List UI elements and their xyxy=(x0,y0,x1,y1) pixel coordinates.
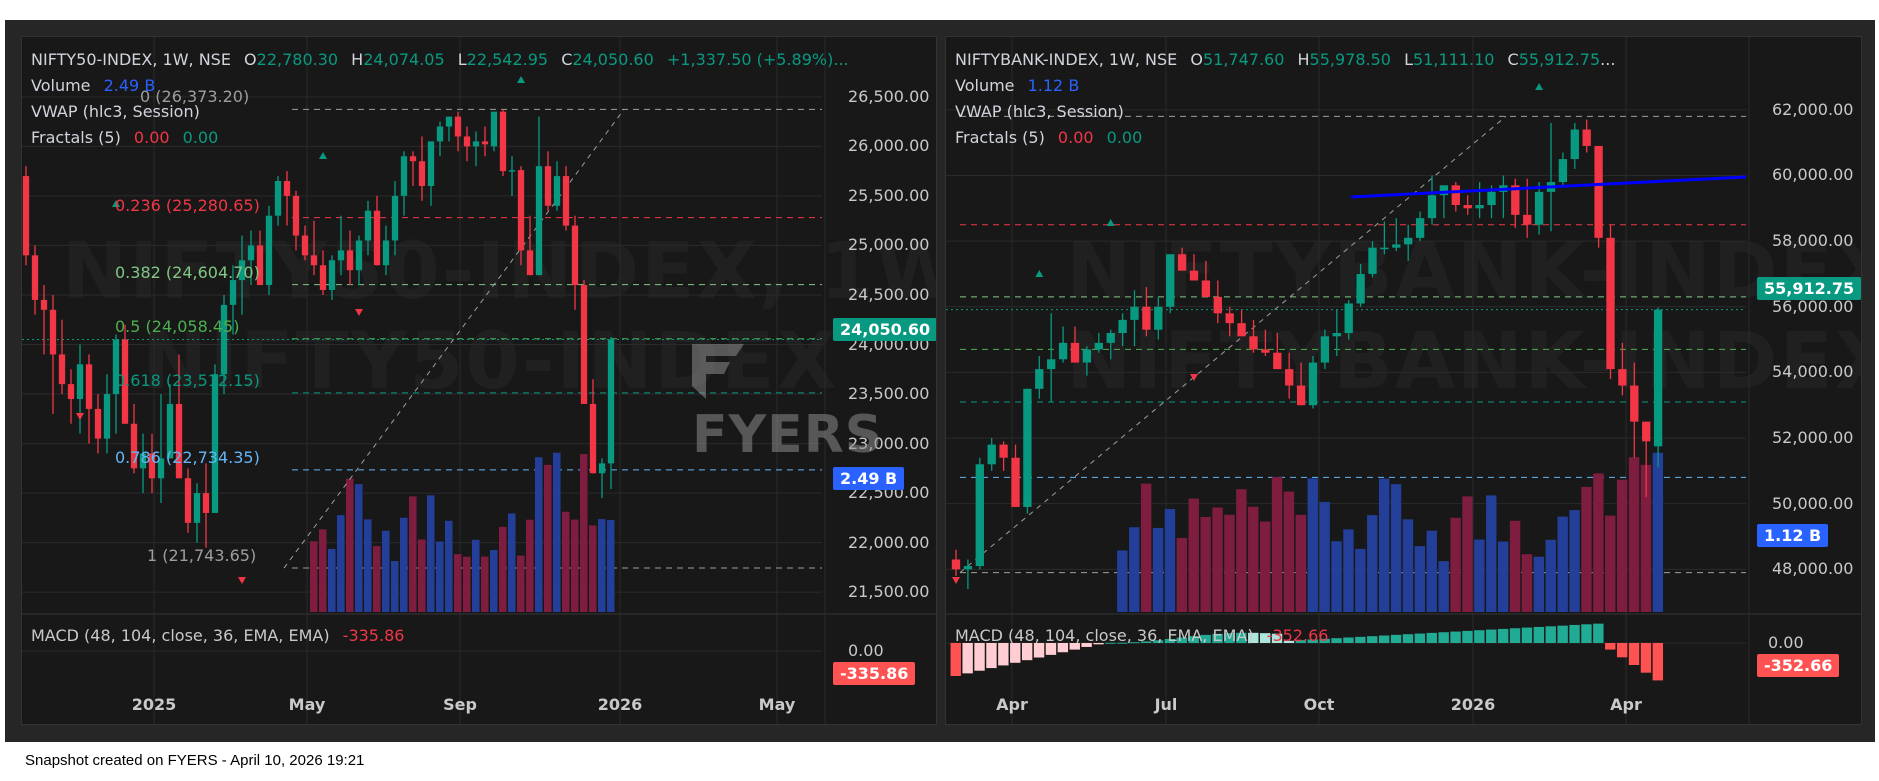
vwap-indicator-row[interactable]: VWAP (hlc3, Session) xyxy=(955,99,1615,125)
macd-legend[interactable]: MACD (48, 104, close, 36, EMA, EMA) -352… xyxy=(955,626,1328,645)
volume-indicator-row[interactable]: Volume 2.49 B xyxy=(31,73,849,99)
fib-level-label: 0.5 (24,058.45) xyxy=(115,316,240,336)
high-label: H xyxy=(351,50,364,69)
price-axis-tick: 56,000.00 xyxy=(1772,296,1854,316)
volume-label: Volume xyxy=(31,76,91,95)
close-label: C xyxy=(1507,50,1519,69)
last-price-tag: 55,912.75 xyxy=(1757,277,1861,300)
nifty50-candlestick-chart[interactable] xyxy=(22,37,937,725)
fib-level-label: 0.618 (23,512.15) xyxy=(115,370,260,390)
fib-level-label: 0.236 (25,280.65) xyxy=(115,195,260,215)
volume-tag: 2.49 B xyxy=(833,467,905,490)
time-axis-tick: Apr xyxy=(1610,695,1642,714)
price-axis-tick: 24,500.00 xyxy=(848,284,930,304)
time-axis-tick: 2026 xyxy=(597,695,643,714)
niftybank-candlestick-chart[interactable] xyxy=(946,37,1862,725)
fractals-label: Fractals (5) xyxy=(955,128,1045,147)
price-axis-tick: 21,500.00 xyxy=(848,582,930,602)
high-label: H xyxy=(1297,50,1310,69)
price-axis-tick: 54,000.00 xyxy=(1772,362,1854,382)
snapshot-footer: Snapshot created on FYERS - April 10, 20… xyxy=(25,752,365,769)
price-axis-tick: 23,000.00 xyxy=(848,433,930,453)
open-label: O xyxy=(244,50,257,69)
price-axis-tick: 60,000.00 xyxy=(1772,165,1854,185)
time-axis-tick: Apr xyxy=(996,695,1028,714)
open-value: 22,780.30 xyxy=(256,50,339,69)
macd-value: -352.66 xyxy=(1266,626,1329,645)
niftybank-chart-panel[interactable]: NIFTYBANK-INDEX, 1W NIFTYBANK-INDEX NIFT… xyxy=(945,36,1862,725)
chart-legend: NIFTYBANK-INDEX, 1W, NSE O51,747.60 H55,… xyxy=(955,47,1615,151)
fractals-label: Fractals (5) xyxy=(31,128,121,147)
time-axis-tick: 2026 xyxy=(1450,695,1496,714)
time-axis-tick: 2025 xyxy=(131,695,177,714)
fyers-logo-text: FYERS xyxy=(692,404,884,465)
legend-ellipsis: ... xyxy=(1600,50,1616,69)
fib-level-label: 1 (21,743.65) xyxy=(147,546,257,566)
fractals-indicator-row[interactable]: Fractals (5) 0.00 0.00 xyxy=(955,125,1615,151)
fractals-value-up: 0.00 xyxy=(1106,128,1143,147)
macd-value-tag: -352.66 xyxy=(1757,654,1840,677)
volume-label: Volume xyxy=(955,76,1015,95)
time-axis-tick: Sep xyxy=(443,695,477,714)
symbol-row[interactable]: NIFTYBANK-INDEX, 1W, NSE O51,747.60 H55,… xyxy=(955,47,1615,73)
low-label: L xyxy=(1404,50,1413,69)
vwap-label: VWAP (hlc3, Session) xyxy=(31,102,200,121)
fib-level-label: 0 (26,373.20) xyxy=(140,87,250,107)
time-axis-tick: May xyxy=(758,695,796,714)
price-axis-tick: 26,500.00 xyxy=(848,86,930,106)
symbol-name: NIFTY50-INDEX, 1W, NSE xyxy=(31,50,231,69)
fib-level-label: 0.786 (22,734.35) xyxy=(115,447,260,467)
price-axis-tick: 23,500.00 xyxy=(848,384,930,404)
low-label: L xyxy=(457,50,467,69)
close-value: 55,912.75 xyxy=(1518,50,1601,69)
fyers-logo: FYERS xyxy=(692,344,936,465)
high-value: 24,074.05 xyxy=(363,50,445,69)
macd-zero-label: 0.00 xyxy=(1768,633,1804,652)
macd-zero-label: 0.00 xyxy=(848,641,884,660)
chart-legend: NIFTY50-INDEX, 1W, NSE O22,780.30 H24,07… xyxy=(31,47,849,151)
symbol-name: NIFTYBANK-INDEX, 1W, NSE xyxy=(955,50,1178,69)
price-axis-tick: 50,000.00 xyxy=(1772,493,1854,513)
time-axis-tick: May xyxy=(288,695,326,714)
macd-value-tag: -335.86 xyxy=(833,662,916,685)
close-label: C xyxy=(561,50,573,69)
open-value: 51,747.60 xyxy=(1202,50,1285,69)
price-axis-tick: 25,000.00 xyxy=(848,235,930,255)
macd-legend[interactable]: MACD (48, 104, close, 36, EMA, EMA) -335… xyxy=(31,626,404,645)
vwap-indicator-row[interactable]: VWAP (hlc3, Session) xyxy=(31,99,849,125)
macd-label: MACD (48, 104, close, 36, EMA, EMA) xyxy=(955,626,1254,645)
macd-label: MACD (48, 104, close, 36, EMA, EMA) xyxy=(31,626,330,645)
volume-indicator-row[interactable]: Volume 1.12 B xyxy=(955,73,1615,99)
volume-tag: 1.12 B xyxy=(1757,524,1829,547)
volume-value: 1.12 B xyxy=(1027,76,1080,95)
nifty50-chart-panel[interactable]: NIFTY50-INDEX, 1W NIFTY50-INDEX NIFTY50-… xyxy=(21,36,937,725)
high-value: 55,978.50 xyxy=(1309,50,1391,69)
symbol-row[interactable]: NIFTY50-INDEX, 1W, NSE O22,780.30 H24,07… xyxy=(31,47,849,73)
close-value: 24,050.60 xyxy=(572,50,654,69)
price-axis-tick: 58,000.00 xyxy=(1772,231,1854,251)
price-axis-tick: 26,000.00 xyxy=(848,136,930,156)
fyers-logo-icon xyxy=(692,344,744,405)
vwap-label: VWAP (hlc3, Session) xyxy=(955,102,1124,121)
fractals-value-up: 0.00 xyxy=(182,128,219,147)
price-axis-tick: 48,000.00 xyxy=(1772,559,1854,579)
low-value: 51,111.10 xyxy=(1413,50,1495,69)
open-label: O xyxy=(1190,50,1203,69)
time-axis-tick: Jul xyxy=(1154,695,1178,714)
change-value: +1,337.50 (+5.89%)... xyxy=(666,50,849,69)
fib-level-label: 0.382 (24,604.70) xyxy=(115,262,260,282)
price-axis-tick: 25,500.00 xyxy=(848,185,930,205)
fractals-value-down: 0.00 xyxy=(1057,128,1094,147)
low-value: 22,542.95 xyxy=(466,50,549,69)
fractals-value-down: 0.00 xyxy=(133,128,170,147)
price-axis-tick: 22,000.00 xyxy=(848,532,930,552)
volume-value: 2.49 B xyxy=(103,76,156,95)
last-price-tag: 24,050.60 xyxy=(833,318,936,341)
macd-value: -335.86 xyxy=(342,626,405,645)
fractals-indicator-row[interactable]: Fractals (5) 0.00 0.00 xyxy=(31,125,849,151)
time-axis-tick: Oct xyxy=(1303,695,1335,714)
price-axis-tick: 62,000.00 xyxy=(1772,99,1854,119)
price-axis-tick: 52,000.00 xyxy=(1772,428,1854,448)
